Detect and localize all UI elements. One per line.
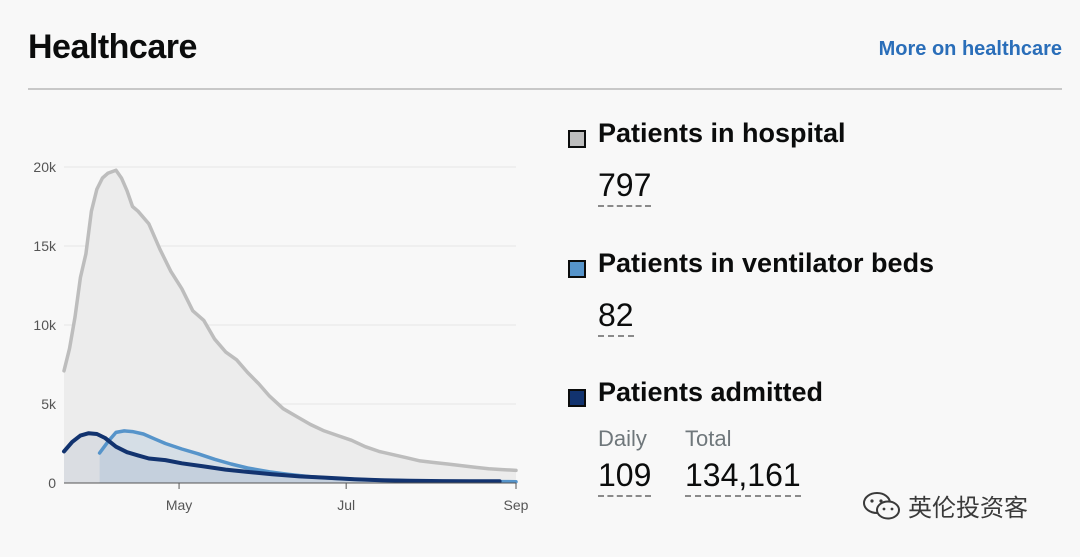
hospital-area [64, 170, 516, 483]
chart-axes: 0 5k 10k 15k 20k May Jul Sep [33, 159, 528, 513]
admitted-total-value[interactable]: 134,161 [685, 457, 801, 498]
x-tick-label: Sep [504, 497, 529, 513]
x-tick-label: May [166, 497, 192, 513]
section-header: Healthcare More on healthcare [28, 0, 1062, 90]
chart-svg: 0 5k 10k 15k 20k May Jul Sep [33, 159, 528, 513]
ventilator-legend-swatch [568, 260, 586, 278]
admitted-label: Patients admitted [598, 377, 824, 407]
x-tick-label: Jul [337, 497, 355, 513]
section-title: Healthcare [28, 28, 197, 66]
admitted-line [62, 431, 502, 484]
y-tick-label: 5k [41, 396, 57, 412]
y-tick-label: 0 [48, 475, 56, 491]
y-tick-label: 20k [33, 159, 57, 175]
admitted-daily-value[interactable]: 109 [598, 457, 652, 498]
chart-lines [62, 168, 518, 484]
chart-areas [64, 170, 516, 483]
ventilator-label: Patients in ventilator beds [598, 248, 935, 278]
admitted-total-label: Total [685, 426, 732, 451]
hospital-value[interactable]: 797 [598, 167, 652, 208]
hospital-line [62, 168, 518, 473]
watermark-text: 英伦投资客 [908, 495, 1028, 522]
header-divider [28, 88, 1062, 90]
admitted-legend-swatch [568, 389, 586, 407]
admitted-daily-label: Daily [598, 426, 647, 451]
hospital-legend-swatch [568, 130, 586, 148]
healthcare-chart: 0 5k 10k 15k 20k May Jul Sep [0, 130, 545, 530]
watermark: 英伦投资客 [862, 488, 1028, 523]
admitted-area [64, 433, 500, 483]
ventilator-area [99, 430, 516, 483]
wechat-icon [863, 491, 900, 519]
more-on-healthcare-link[interactable]: More on healthcare [878, 38, 1062, 60]
hospital-label: Patients in hospital [598, 118, 846, 148]
ventilator-value[interactable]: 82 [598, 297, 634, 338]
y-tick-label: 15k [33, 238, 57, 254]
y-tick-label: 10k [33, 317, 57, 333]
